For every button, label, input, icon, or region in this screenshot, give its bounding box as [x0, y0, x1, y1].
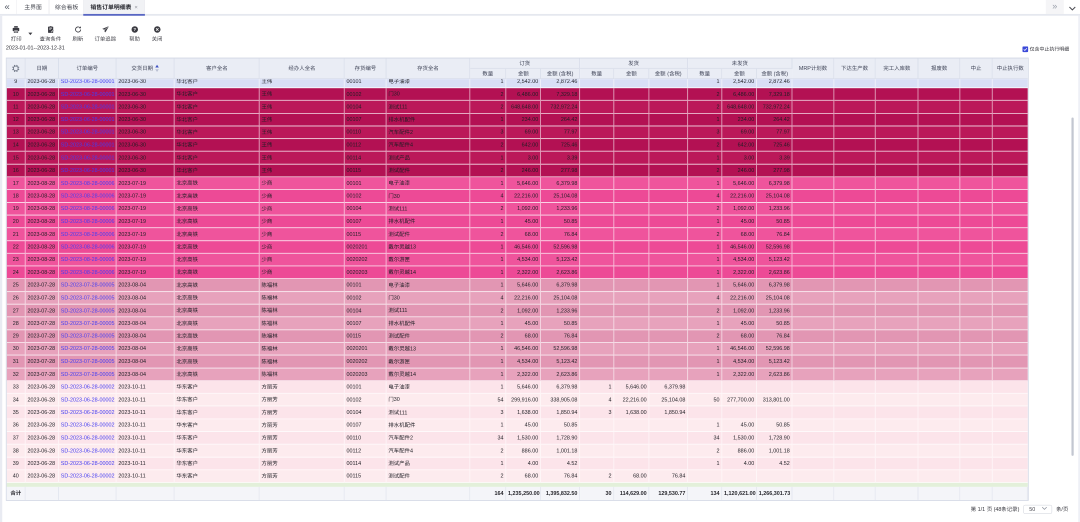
svg-text:?: ? — [133, 27, 136, 32]
